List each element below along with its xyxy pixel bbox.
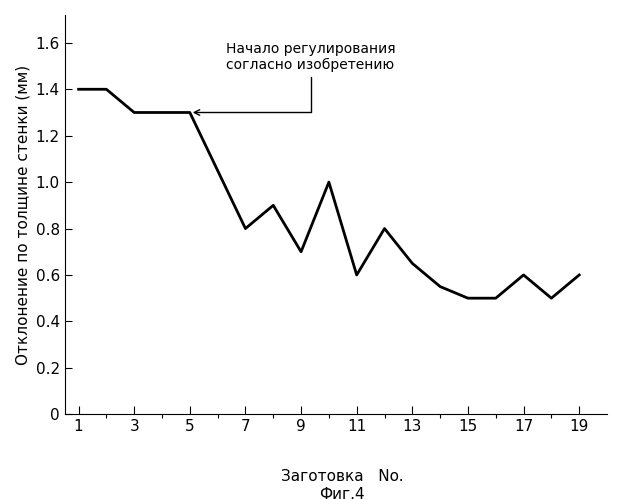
Text: Фиг.4: Фиг.4: [319, 487, 365, 499]
Y-axis label: Отклонение по толщине стенки (мм): Отклонение по толщине стенки (мм): [15, 64, 30, 365]
Text: Начало регулирования
согласно изобретению: Начало регулирования согласно изобретени…: [194, 41, 396, 115]
Text: Заготовка   No.: Заготовка No.: [281, 469, 404, 484]
